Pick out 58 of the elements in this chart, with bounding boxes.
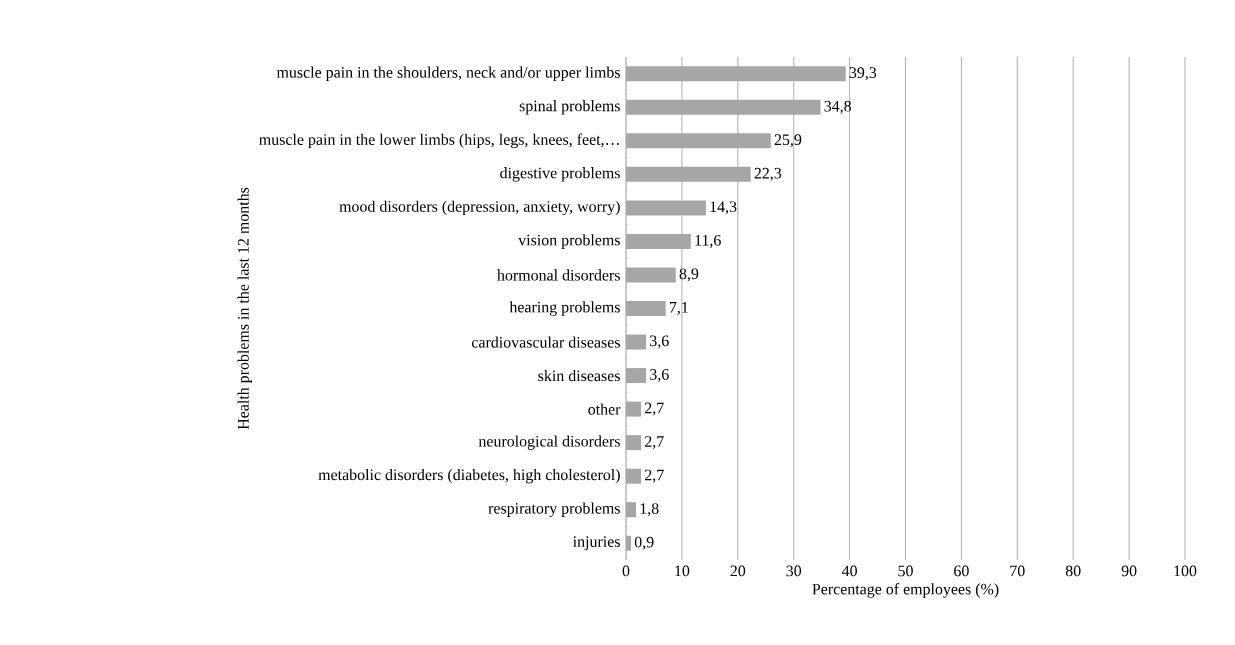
y-tick-label: other	[588, 403, 621, 415]
data-label: 14,3	[710, 201, 737, 215]
data-label: 2,7	[645, 436, 664, 450]
bar	[626, 133, 771, 149]
x-tick-label: 10	[675, 565, 690, 577]
y-tick-label: metabolic disorders (diabetes, high cholesterol)	[318, 468, 620, 484]
bar	[626, 166, 751, 182]
bar	[626, 502, 637, 518]
bar	[626, 267, 676, 283]
bar	[626, 435, 642, 451]
x-tick-label: 100	[1174, 565, 1197, 577]
y-tick-label: mood disorders (depression, anxiety, worry)	[339, 200, 620, 216]
data-label: 39,3	[849, 67, 877, 81]
y-tick-label: hearing problems	[509, 301, 620, 316]
x-tick-label: 0	[622, 565, 630, 577]
x-tick-label: 20	[730, 565, 746, 577]
data-label: 2,7	[645, 469, 664, 483]
x-tick-label: 50	[898, 565, 913, 577]
y-tick-label: spinal problems	[519, 100, 620, 115]
data-label: 11,6	[695, 234, 721, 248]
y-tick-label: digestive problems	[500, 167, 620, 182]
data-label: 1,8	[640, 503, 659, 517]
data-label: 7,1	[669, 302, 688, 315]
y-tick-label: muscle pain in the shoulders, neck and/or upper limbs	[276, 66, 620, 81]
bar	[626, 233, 691, 249]
data-label: 25,9	[774, 134, 802, 148]
data-label: 8,9	[679, 268, 699, 282]
data-label: 0,9	[634, 536, 654, 550]
y-axis-title: Health problems in the last 12 months	[237, 187, 252, 430]
data-label: 3,6	[650, 369, 669, 383]
y-tick-label: neurological disorders	[478, 435, 620, 450]
bar	[626, 200, 706, 216]
x-tick-label: 90	[1121, 565, 1137, 577]
data-label: 34,8	[824, 100, 852, 114]
bar	[626, 99, 821, 115]
y-tick-label: injuries	[573, 536, 620, 551]
bar	[626, 301, 666, 316]
y-tick-label: muscle pain in the lower limbs (hips, legs, knees, feet,…	[259, 133, 619, 149]
bar	[626, 468, 642, 484]
y-tick-label: cardiovascular diseases	[471, 336, 620, 348]
data-label: 2,7	[645, 402, 664, 416]
x-axis-title: Percentage of employees (%)	[812, 583, 999, 598]
x-tick-label: 30	[786, 565, 802, 577]
x-tick-label: 60	[954, 565, 969, 577]
bar	[626, 334, 647, 350]
bar	[626, 401, 642, 417]
bar	[626, 368, 647, 384]
y-tick-label: vision problems	[518, 234, 620, 249]
data-label: 3,6	[650, 335, 669, 349]
x-tick-label: 40	[841, 565, 857, 577]
y-tick-label: skin diseases	[538, 369, 620, 382]
x-tick-label: 70	[1010, 565, 1025, 577]
y-tick-label: respiratory problems	[488, 502, 620, 517]
y-tick-label: hormonal disorders	[497, 269, 620, 281]
bar	[626, 535, 632, 551]
x-tick-label: 80	[1065, 565, 1081, 577]
data-label: 22,3	[754, 167, 782, 181]
bar	[626, 66, 846, 82]
